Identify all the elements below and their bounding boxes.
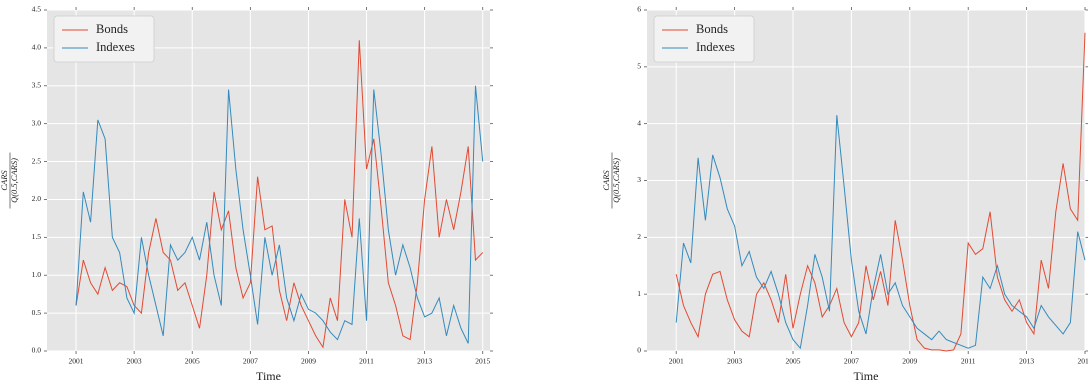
legend-box: [53, 15, 155, 63]
y-label-denominator: Q(0.5,CARS): [611, 158, 621, 203]
y-tick-label: 2.5: [32, 156, 42, 165]
y-axis-label: CARS Q(0.5,CARS): [601, 152, 621, 209]
x-axis-label: Time: [854, 369, 879, 383]
line-series: [75, 40, 484, 349]
legend-label: Bonds: [696, 22, 728, 36]
x-tick-label: 2011: [359, 357, 374, 366]
legend-label: Bonds: [96, 22, 128, 36]
y-tick-label: 0.5: [32, 308, 42, 317]
y-tick-label: 2.0: [32, 194, 42, 203]
x-tick-label: 2011: [961, 357, 976, 366]
y-label-numerator: CARS: [0, 170, 9, 191]
y-tick-label: 1: [637, 289, 641, 298]
y-tick-label: 4: [637, 118, 641, 127]
line-series: [75, 85, 484, 344]
legend-label: Indexes: [96, 40, 135, 54]
x-tick-label: 2009: [902, 357, 917, 366]
x-tick-label: 2015: [475, 357, 490, 366]
y-tick-label: 0: [637, 346, 641, 355]
x-tick-label: 2007: [243, 357, 258, 366]
chart: 0.0 0.5 1.0 1.5 2.0 2.5 3.0 3.5 4.0 4.5 2001 2003 20…: [0, 5, 493, 383]
y-tick-label: 3.0: [32, 118, 42, 127]
y-tick-label: 4.5: [32, 5, 42, 14]
y-tick-label: 2: [637, 232, 641, 241]
y-tick-label: 6: [637, 5, 641, 14]
y-tick-label: 1.0: [32, 270, 42, 279]
x-tick-label: 2005: [185, 357, 200, 366]
x-tick-label: 2013: [1019, 357, 1034, 366]
y-tick-label: 0.0: [32, 346, 42, 355]
line-series: [675, 115, 1086, 350]
legend-label: Indexes: [696, 40, 735, 54]
x-axis-label: Time: [256, 369, 281, 383]
x-tick-label: 2015: [1078, 357, 1088, 366]
y-tick-label: 1.5: [32, 232, 42, 241]
legend: Bonds Indexes: [53, 15, 155, 63]
x-tick-label: 2003: [127, 357, 142, 366]
x-tick-label: 2013: [417, 357, 432, 366]
y-tick-label: 3: [637, 175, 641, 184]
y-tick-label: 4.0: [32, 43, 42, 52]
chart: 0 1 2 3 4 5 6 2001 2003 2005 2007 2009 2011 2013 2015 T…: [601, 5, 1088, 383]
x-tick-label: 2007: [844, 357, 859, 366]
y-tick-label: 5: [637, 62, 641, 71]
y-label-denominator: Q(0.5,CARS): [9, 158, 19, 203]
y-tick-label: 3.5: [32, 80, 42, 89]
line-series: [675, 32, 1086, 352]
x-tick-label: 2009: [301, 357, 316, 366]
legend-box: [653, 15, 755, 63]
y-axis-label: CARS Q(0.5,CARS): [0, 152, 19, 209]
legend: Bonds Indexes: [653, 15, 755, 63]
y-label-numerator: CARS: [601, 170, 611, 191]
x-tick-label: 2003: [727, 357, 742, 366]
x-tick-label: 2001: [669, 357, 684, 366]
x-tick-label: 2001: [69, 357, 84, 366]
x-tick-label: 2005: [786, 357, 801, 366]
